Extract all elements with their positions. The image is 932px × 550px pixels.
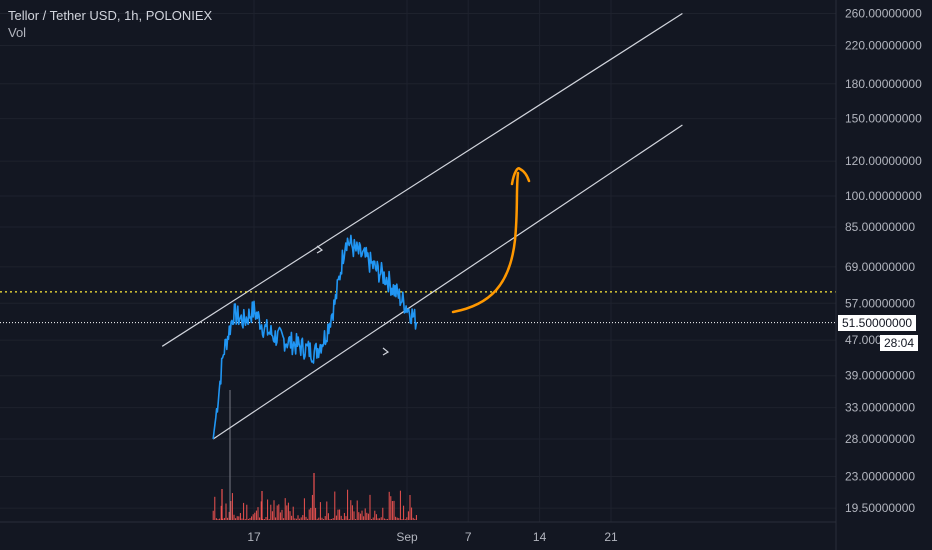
y-tick-label: 39.00000000 [845, 369, 915, 383]
arrow-head [510, 167, 531, 186]
time-axis[interactable]: 17 Sep 7 14 21 [0, 521, 836, 544]
x-tick-label: 17 [247, 530, 261, 544]
price-series [212, 234, 418, 440]
volume-bars [212, 390, 417, 520]
y-tick-label: 19.50000000 [845, 501, 915, 515]
x-tick-label: 21 [604, 530, 618, 544]
y-tick-label: 180.00000000 [845, 77, 922, 91]
trend-channel[interactable] [161, 13, 683, 440]
y-tick-label: 69.00000000 [845, 260, 915, 274]
lower-channel-line [212, 124, 683, 440]
chart-legend: Tellor / Tether USD, 1h, POLONIEX Vol [8, 7, 212, 41]
y-tick-label: 28.00000000 [845, 432, 915, 446]
price-line [212, 234, 418, 440]
symbol-title[interactable]: Tellor / Tether USD, 1h, POLONIEX [8, 8, 213, 23]
volume-label[interactable]: Vol [8, 25, 27, 40]
x-tick-label: 14 [533, 530, 547, 544]
y-tick-label: 23.00000000 [845, 470, 915, 484]
last-price-label: 51.50000000 [838, 315, 917, 331]
upper-channel-line [161, 13, 683, 347]
y-tick-label: 57.00000000 [845, 296, 915, 310]
arrow-curve [451, 171, 520, 314]
y-tick-label: 100.00000000 [845, 189, 922, 203]
price-axis[interactable]: 260.00000000 220.00000000 180.00000000 150.… [835, 0, 922, 550]
y-tick-label: 120.00000000 [845, 154, 922, 168]
y-tick-label: 33.00000000 [845, 401, 915, 415]
x-tick-label: Sep [396, 530, 418, 544]
x-tick-label: 7 [465, 530, 472, 544]
grid [0, 0, 836, 522]
bar-countdown: 28:04 [880, 335, 919, 351]
projection-arrow[interactable] [451, 167, 531, 314]
y-tick-label: 85.00000000 [845, 220, 915, 234]
lower-channel-arrow [382, 347, 390, 356]
y-tick-label: 220.00000000 [845, 38, 922, 52]
y-tick-label: 260.00000000 [845, 7, 922, 21]
y-tick-label: 150.00000000 [845, 112, 922, 126]
price-levels [0, 291, 836, 324]
upper-channel-arrow [316, 245, 324, 254]
